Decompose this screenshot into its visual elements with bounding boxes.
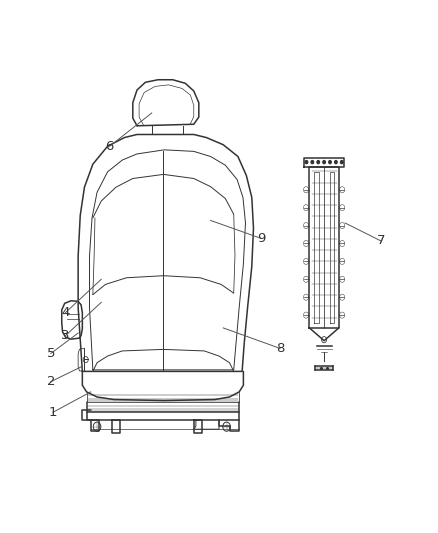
Circle shape [329, 160, 331, 164]
Text: 6: 6 [106, 140, 114, 153]
Text: 4: 4 [61, 306, 70, 319]
Circle shape [323, 160, 325, 164]
Circle shape [305, 160, 308, 164]
Circle shape [317, 160, 319, 164]
Text: 8: 8 [276, 342, 284, 355]
Text: 3: 3 [61, 329, 70, 342]
Text: 2: 2 [46, 375, 55, 388]
Circle shape [335, 160, 337, 164]
Text: 7: 7 [377, 235, 385, 247]
Text: 9: 9 [257, 232, 265, 245]
Circle shape [311, 160, 314, 164]
Text: 5: 5 [46, 347, 55, 360]
Circle shape [340, 160, 343, 164]
Text: 1: 1 [49, 406, 57, 419]
